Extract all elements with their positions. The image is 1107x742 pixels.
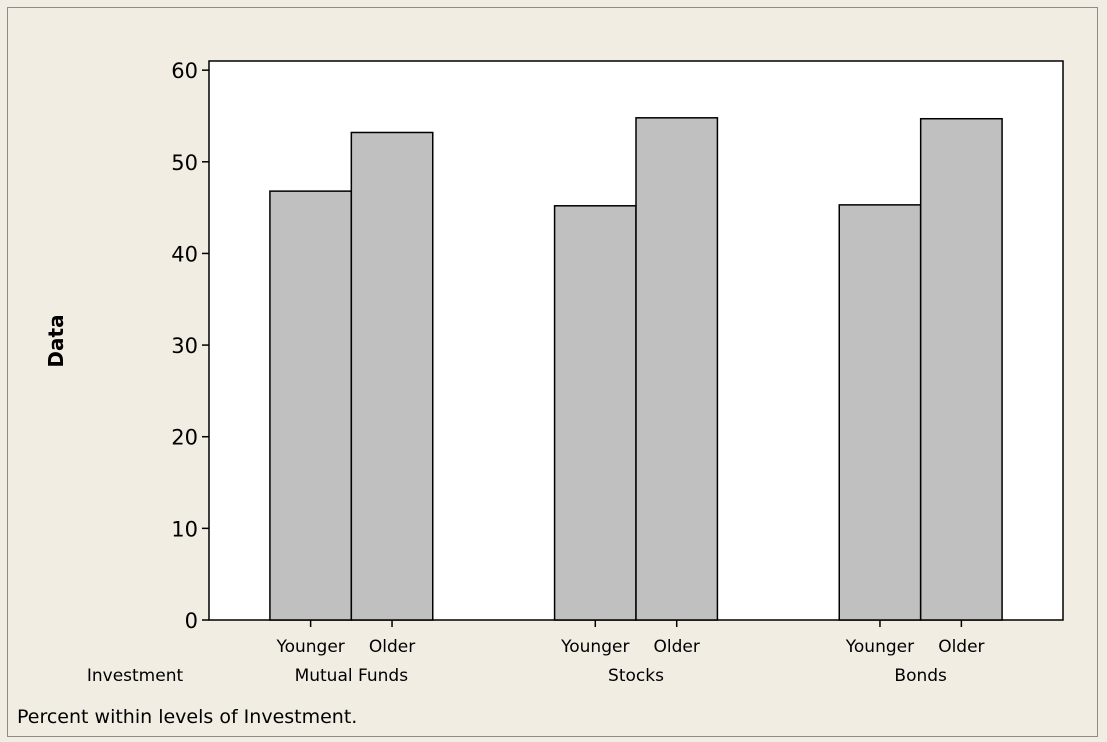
bar [838,204,922,621]
y-axis: 0 10 20 30 40 50 60 [171,59,209,633]
y-tick-label: 50 [171,151,198,175]
bar [553,205,637,621]
x-category-label: Younger [560,637,629,657]
x-axis: Younger Older Mutual Funds Younger Older Stoc… [275,620,985,686]
bar [350,131,434,621]
footnote: Percent within levels of Investment. [17,706,357,728]
y-tick-label: 20 [171,426,198,450]
y-tick-label: 10 [171,517,198,541]
x-group-label: Stocks [608,666,664,686]
y-tick-label: 40 [171,242,198,266]
y-tick-label: 30 [171,334,198,358]
bar [919,117,1003,621]
bar [269,190,353,621]
x-category-label: Older [654,637,700,657]
x-category-label: Younger [845,637,914,657]
x-category-label: Older [938,637,984,657]
x-category-label: Younger [275,637,344,657]
x-group-label: Mutual Funds [295,666,409,686]
group-axis-label: Investment [87,666,184,686]
bar [635,117,719,621]
y-tick-label: 60 [171,59,198,83]
x-category-label: Older [369,637,415,657]
y-tick-label: 0 [185,609,198,633]
x-group-label: Bonds [894,666,947,686]
y-axis-label: Data [44,314,68,367]
